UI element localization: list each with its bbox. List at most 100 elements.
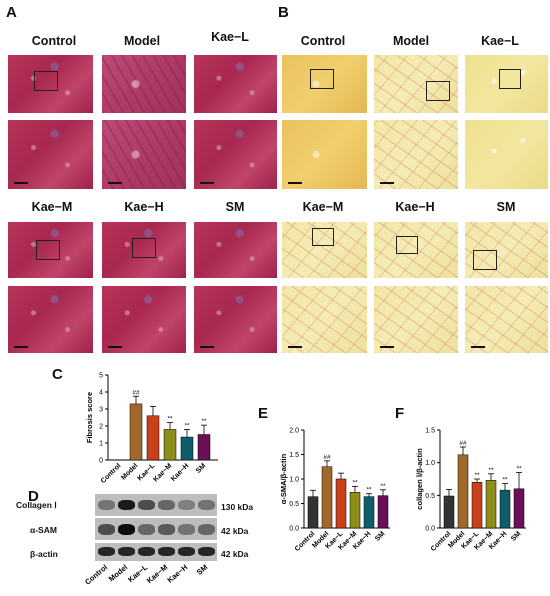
band-collagen--kae-m	[158, 500, 175, 510]
zoom-box	[396, 236, 418, 254]
sirius-zoom-model	[374, 120, 458, 189]
significance-kae-m: **	[352, 479, 358, 486]
significance-sm: **	[380, 483, 386, 490]
significance-model: ##	[323, 454, 331, 461]
y-axis-label: collagen Ⅰ/β-actin	[415, 448, 424, 510]
x-tick-label-kae-m: Kae−M	[152, 462, 173, 483]
zoom-box	[34, 71, 58, 91]
masson-overview-sm	[194, 222, 277, 278]
sirius-zoom-kae-l	[465, 120, 548, 189]
zoom-box	[310, 69, 334, 89]
band--actin-model	[118, 547, 135, 556]
sirius-zoom-kae-m	[282, 286, 367, 353]
bar-sm	[513, 488, 525, 529]
bar-kae-l	[471, 482, 483, 529]
bar-sm	[197, 434, 211, 461]
zoom-box	[36, 240, 60, 260]
band--sam-kae-m	[158, 524, 175, 535]
group-label-kae-h-a: Kae−H	[124, 200, 164, 214]
sirius-zoom-sm	[465, 286, 548, 353]
group-label-sm-a: SM	[225, 200, 245, 214]
scale-bar	[200, 182, 214, 184]
panel-label-b: B	[278, 4, 289, 21]
scale-bar	[380, 182, 394, 184]
y-tick-label: 5	[99, 373, 103, 380]
y-axis-label: Fibrosis score	[85, 392, 94, 443]
kda-label-alpha-sam: 42 kDa	[221, 526, 249, 536]
significance-model: ##	[459, 440, 467, 447]
bar-kae-h	[180, 436, 194, 461]
y-tick-label: 1.5	[289, 452, 299, 459]
significance-kae-m: **	[167, 416, 173, 423]
bar-control	[443, 495, 455, 529]
bar-kae-m	[485, 480, 497, 529]
zoom-box	[473, 250, 497, 270]
x-tick-label-kae-h: Kae−H	[170, 462, 190, 482]
bar-kae-h	[499, 489, 511, 529]
masson-zoom-control	[8, 120, 93, 189]
bar-model	[457, 454, 469, 529]
lane-label-kae-h: Kae−H	[165, 563, 189, 585]
lane-label-sm: SM	[195, 563, 209, 577]
group-label-kae-m-a: Kae−M	[31, 200, 73, 214]
blot-strip-collagen	[95, 494, 217, 516]
panel-label-d: D	[28, 488, 39, 505]
sirius-overview-kae-m	[282, 222, 367, 278]
wb-label-alpha-sam: α-SAM	[30, 525, 57, 535]
y-axis-label: α-SMA/β-actin	[279, 453, 288, 504]
sirius-overview-control	[282, 55, 367, 113]
band--sam-model	[118, 524, 135, 535]
band--sam-sm	[198, 524, 215, 535]
panel-label-e: E	[258, 405, 269, 422]
zoom-box	[312, 228, 334, 246]
bar-kae-m	[349, 491, 361, 529]
x-tick-label-sm: SM	[374, 530, 386, 542]
masson-overview-control	[8, 55, 93, 113]
sirius-overview-sm	[465, 222, 548, 278]
y-tick-label: 0.5	[289, 501, 299, 508]
sirius-zoom-control	[282, 120, 367, 189]
scale-bar	[380, 346, 394, 348]
chart-alpha-sma: 0.00.51.01.52.0α-SMA/β-actinControl##Mod…	[279, 428, 390, 553]
masson-zoom-sm	[194, 286, 277, 353]
group-label-control-b: Control	[300, 34, 346, 48]
y-tick-label: 2.0	[289, 428, 299, 435]
panel-label-c: C	[52, 366, 63, 383]
masson-zoom-kae-l	[194, 120, 277, 189]
bar-kae-l	[146, 415, 160, 461]
x-tick-label-sm: SM	[510, 530, 522, 542]
x-tick-label-control: Control	[100, 462, 123, 485]
scale-bar	[108, 182, 122, 184]
panel-label-a: A	[6, 4, 17, 21]
significance-kae-h: **	[502, 477, 508, 484]
masson-overview-model	[102, 55, 186, 113]
significance-kae-h: **	[366, 487, 372, 494]
y-tick-label: 0.0	[425, 526, 435, 533]
group-label-sm-b: SM	[496, 200, 516, 214]
y-tick-label: 0.5	[425, 493, 435, 500]
scale-bar	[288, 182, 302, 184]
masson-zoom-kae-h	[102, 286, 186, 353]
y-tick-label: 0.0	[289, 526, 299, 533]
group-label-kae-m-b: Kae−M	[302, 200, 344, 214]
bar-kae-h	[363, 496, 375, 529]
significance-model: ##	[132, 389, 140, 396]
scale-bar	[108, 346, 122, 348]
band-collagen--model	[118, 500, 135, 510]
scale-bar	[14, 346, 28, 348]
y-tick-label: 1.5	[425, 428, 435, 435]
kda-label-collagen: 130 kDa	[221, 502, 254, 512]
kda-label-beta-actin: 42 kDa	[221, 549, 249, 559]
group-label-control-a: Control	[31, 34, 77, 48]
y-tick-label: 2	[99, 424, 103, 431]
sirius-overview-kae-l	[465, 55, 548, 113]
masson-zoom-kae-m	[8, 286, 93, 353]
significance-sm: **	[516, 465, 522, 472]
zoom-box	[132, 238, 156, 258]
y-tick-label: 1.0	[425, 460, 435, 467]
band-collagen--kae-l	[138, 500, 155, 510]
significance-kae-m: **	[488, 467, 494, 474]
scale-bar	[288, 346, 302, 348]
